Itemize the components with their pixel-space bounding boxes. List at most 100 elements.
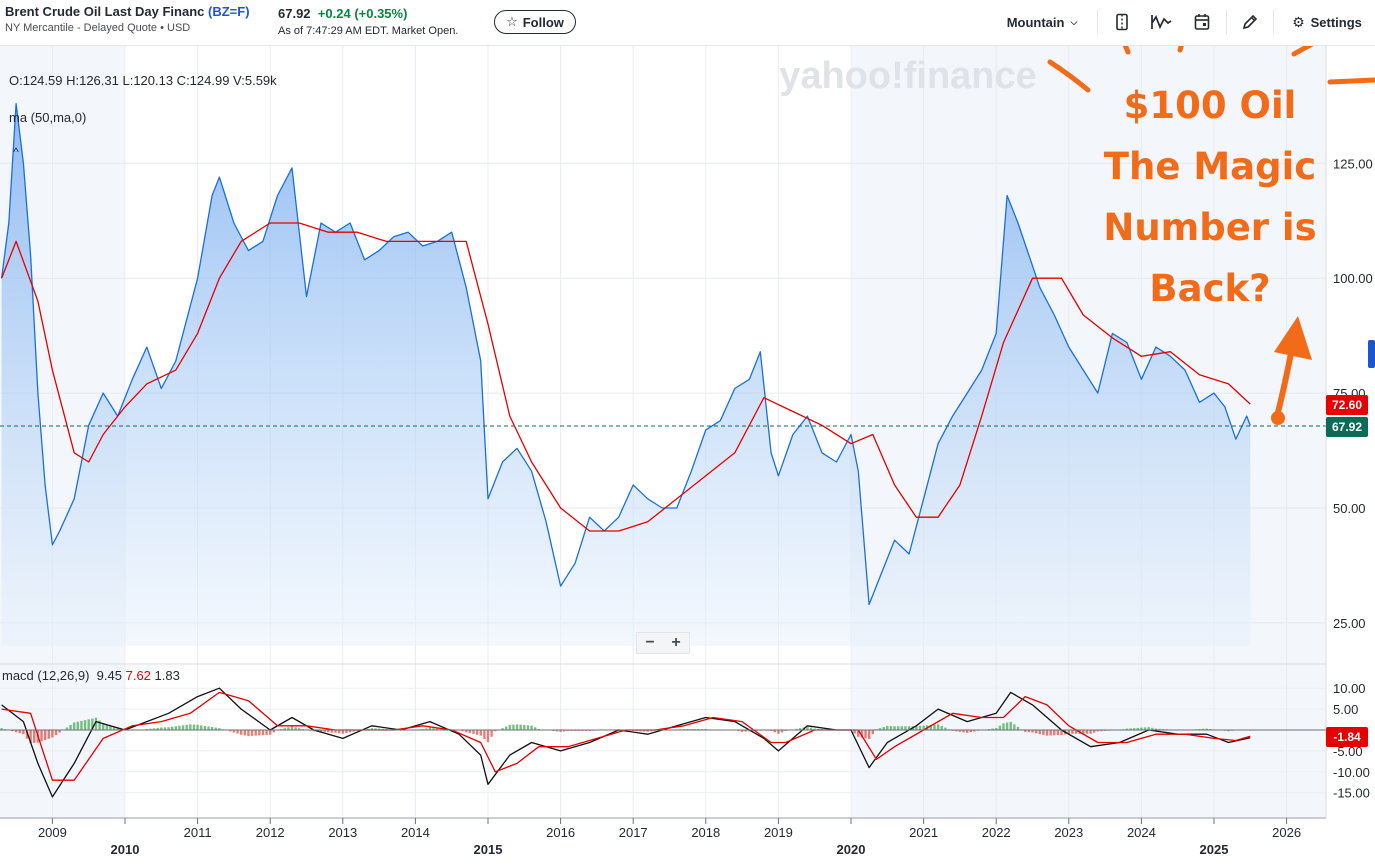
macd-hist-bar (955, 730, 958, 732)
macd-hist-bar (170, 726, 174, 730)
macd-hist-bar (196, 724, 199, 730)
indicators-button[interactable] (1147, 8, 1175, 36)
macd-hist-bar (1089, 730, 1092, 734)
toolbar-divider (1097, 10, 1098, 34)
macd-hist-bar (900, 726, 904, 730)
price-area (0, 102, 1251, 646)
x-tick-label: 2012 (256, 825, 285, 840)
macd-hist-bar (1129, 728, 1132, 730)
settings-button[interactable]: ⚙ Settings (1284, 8, 1370, 36)
macd-hist-bar (210, 727, 214, 730)
macd-hist-bar (922, 725, 925, 730)
zoom-out-button[interactable]: − (645, 634, 655, 651)
events-button[interactable] (1188, 8, 1216, 36)
macd-hist-bar (944, 727, 947, 730)
x-tick-label: 2013 (328, 825, 357, 840)
macd-hist-bar (1056, 730, 1060, 736)
draw-button[interactable] (1236, 8, 1264, 36)
macd-hist-bar (864, 730, 867, 739)
star-icon: ☆ (506, 14, 518, 29)
macd-hist-bar (526, 725, 530, 730)
macd-hist-bar (435, 728, 439, 730)
calendar-icon (1194, 14, 1210, 30)
macd-hist-bar (650, 730, 653, 732)
macd-hist-bar (352, 730, 355, 732)
macd-hist-bar (200, 725, 203, 730)
macd-hist-bar (330, 730, 334, 733)
macd-hist-bar (871, 730, 874, 735)
macd-hist-bar (642, 730, 646, 732)
macd-hist-bar (1053, 730, 1056, 736)
annotation-line: $100 Oil (1123, 84, 1297, 127)
macd-hist-bar (239, 730, 243, 735)
macd-hist-bar (1074, 730, 1078, 734)
macd-hist-bar (312, 730, 315, 732)
macd-hist-bar (1071, 730, 1074, 734)
macd-hist-bar (218, 728, 221, 730)
macd-hist-bar (54, 730, 58, 736)
scroll-handle[interactable] (1368, 340, 1375, 368)
macd-hist-bar (287, 727, 290, 730)
macd-hist-bar (1227, 730, 1230, 732)
macd-hist-bar (1002, 723, 1005, 730)
macd-hist-bar (940, 726, 943, 730)
macd-hist-bar (105, 724, 109, 730)
macd-hist-bar (319, 730, 323, 732)
quote-symbol[interactable]: (BZ=F) (208, 4, 250, 19)
macd-hist-bar (1154, 728, 1158, 730)
macd-hist-bar (530, 725, 533, 730)
macd-hist-bar (1082, 730, 1085, 734)
compare-icon (1116, 13, 1128, 31)
macd-hist-bar (40, 730, 43, 742)
macd-y-tick-label: 5.00 (1333, 702, 1358, 717)
follow-button[interactable]: ☆ Follow (494, 10, 576, 34)
macd-hist-bar (744, 730, 747, 732)
x-tick-label: 2022 (982, 825, 1011, 840)
macd-hist-bar (512, 724, 515, 730)
compare-button[interactable] (1108, 8, 1136, 36)
macd-hist-bar (1060, 730, 1063, 736)
macd-hist-bar (247, 730, 250, 737)
macd-hist-bar (98, 720, 101, 730)
macd-hist-bar (1085, 730, 1089, 734)
macd-hist-bar (639, 730, 642, 732)
macd-hist-bar (559, 730, 562, 732)
macd-hist-bar (918, 725, 922, 730)
macd-hist-bar (43, 730, 47, 741)
macd-y-tick-label: -5.00 (1333, 744, 1363, 759)
macd-hist-bar (65, 727, 69, 730)
macd-hist-bar (472, 730, 475, 734)
ma-indicator-label[interactable]: ma (50,ma,0) (9, 110, 87, 125)
price-change: +0.24 (317, 6, 351, 21)
macd-hist-bar (1049, 730, 1052, 736)
macd-hist-bar (563, 730, 566, 732)
price-chart[interactable]: yahoo!finance 125.00100.0075.0050.0025.0… (0, 46, 1375, 865)
quote-exchange: NY Mercantile - Delayed Quote • USD (5, 22, 191, 34)
macd-hist-bar (646, 730, 649, 732)
macd-price-tag: -1.84 (1326, 727, 1368, 747)
macd-hist-bar (777, 730, 780, 734)
macd-hist-bar (232, 730, 236, 733)
hand-drawn-dash (1291, 46, 1314, 57)
macd-hist-bar (1024, 730, 1027, 732)
macd-hist-bar (1209, 728, 1212, 730)
macd-hist-bar (1042, 730, 1045, 735)
hand-drawn-arrowhead (1274, 316, 1312, 360)
macd-indicator-label[interactable]: macd (12,26,9) 9.45 7.62 1.83 (2, 668, 180, 683)
x-tick-label: 2019 (764, 825, 793, 840)
macd-hist-bar (1205, 728, 1208, 730)
macd-hist-bar (896, 726, 900, 730)
zoom-in-button[interactable]: + (671, 634, 681, 651)
price-change-pct: (+0.35%) (354, 6, 408, 21)
macd-hist-value: 1.83 (154, 668, 180, 683)
macd-hist-bar (1158, 728, 1161, 730)
macd-hist-bar (1031, 730, 1034, 733)
macd-hist-bar (261, 730, 265, 736)
collapse-caret-icon[interactable]: ^ (13, 145, 19, 159)
macd-hist-bar (25, 730, 29, 739)
macd-hist-bar (780, 730, 784, 733)
chart-type-dropdown[interactable]: Mountain ⌵ (995, 8, 1089, 36)
macd-hist-bar (370, 728, 374, 730)
hand-drawn-dash (1177, 46, 1184, 53)
macd-hist-bar (29, 730, 32, 744)
